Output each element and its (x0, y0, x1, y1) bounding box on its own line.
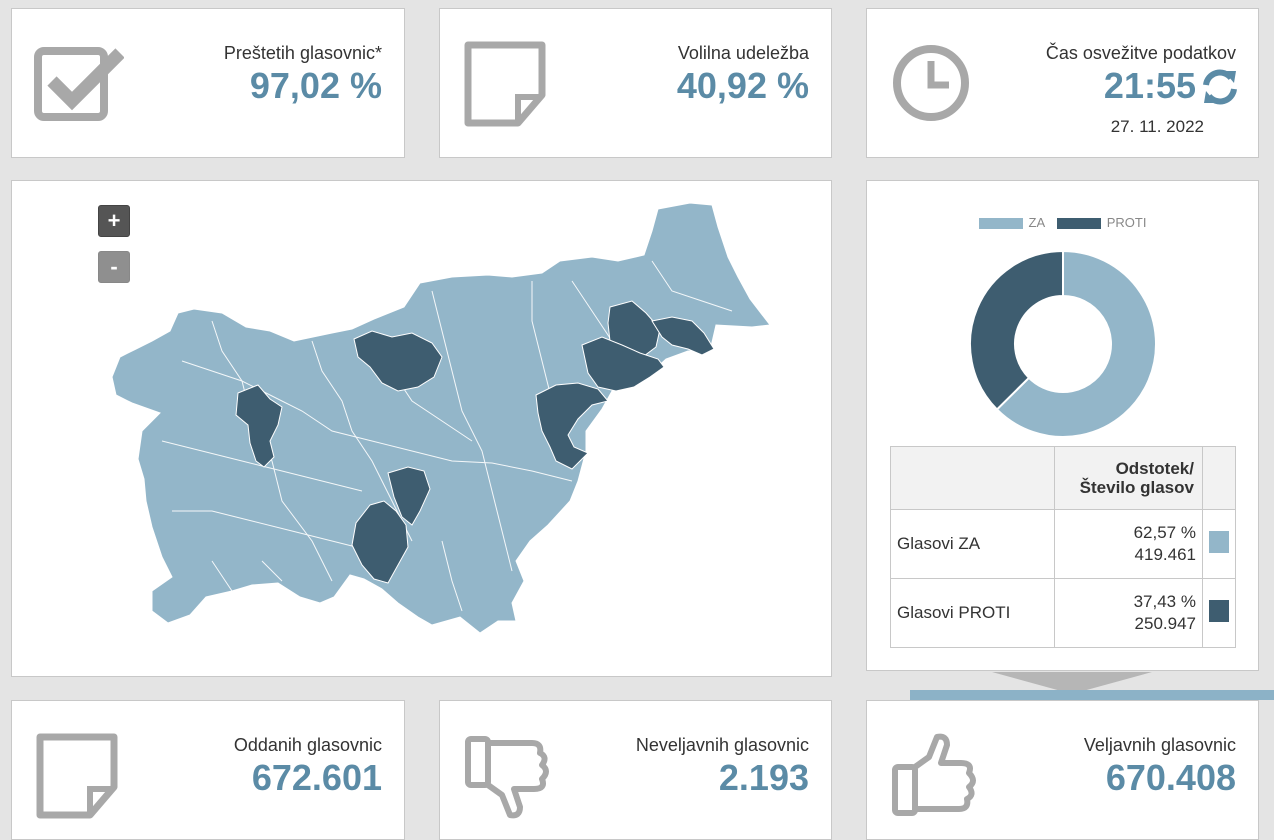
donut-chart (969, 249, 1157, 438)
table-row: Glasovi PROTI 37,43 % 250.947 (889, 578, 1237, 648)
legend-swatch-za (978, 218, 1023, 230)
legend-label-za: ZA (1028, 215, 1046, 230)
row-swatch-proti (1208, 599, 1229, 622)
table-header-color (1201, 446, 1237, 510)
ballot-paper-icon (36, 733, 118, 819)
municipality-proti (353, 330, 443, 392)
zoom-out-button[interactable]: - (98, 251, 130, 283)
valid-ballots-card: Veljavnih glasovnic 670.408 (866, 700, 1259, 840)
refresh-icon[interactable] (1200, 67, 1240, 107)
legend-item-za[interactable]: ZA (978, 215, 1046, 230)
country-shape[interactable] (111, 202, 771, 634)
valid-ballots-label: Veljavnih glasovnic (1083, 735, 1236, 755)
municipality-proti (235, 384, 283, 468)
donut-slice-proti[interactable] (969, 249, 1064, 411)
turnout-card: Volilna udeležba 40,92 % (439, 8, 832, 158)
legend-swatch-proti (1056, 218, 1101, 230)
table-header-empty (889, 446, 1056, 510)
thumbs-up-icon (892, 733, 976, 816)
checkbox-checked-icon (34, 47, 124, 121)
thumbs-down-icon (465, 736, 549, 819)
row-votes: 419.461 (1134, 545, 1196, 564)
refresh-time-value: 21:55 (1103, 65, 1196, 106)
results-table: Odstotek/ Število glasov Glasovi ZA 62,5… (889, 446, 1237, 648)
cast-ballots-label: Oddanih glasovnic (233, 735, 382, 755)
results-table-header: Odstotek/ Število glasov (889, 446, 1237, 510)
cast-ballots-value: 672.601 (251, 757, 382, 798)
municipality-proti (387, 466, 431, 526)
invalid-ballots-card: Neveljavnih glasovnic 2.193 (439, 700, 832, 840)
decorative-band (910, 690, 1274, 700)
chart-legend: ZA PROTI (867, 215, 1258, 230)
municipality-proti (351, 500, 409, 584)
table-header-percent-votes: Odstotek/ Število glasov (1054, 446, 1203, 510)
counted-ballots-label: Preštetih glasovnic* (223, 43, 382, 63)
row-swatch-za (1208, 530, 1229, 553)
header-line-1: Odstotek/ (1115, 459, 1194, 478)
ballot-paper-icon (464, 41, 546, 127)
row-values: 37,43 % 250.947 (1054, 578, 1203, 648)
valid-ballots-value: 670.408 (1105, 757, 1236, 798)
row-values: 62,57 % 419.461 (1054, 509, 1203, 579)
refresh-date: 27. 11. 2022 (1110, 117, 1204, 136)
cast-ballots-card: Oddanih glasovnic 672.601 (11, 700, 405, 840)
row-color-cell (1201, 509, 1237, 579)
invalid-ballots-value: 2.193 (718, 757, 809, 798)
invalid-ballots-label: Neveljavnih glasovnic (635, 735, 809, 755)
municipality-map[interactable] (12, 181, 833, 678)
clock-icon (893, 45, 969, 121)
refresh-time-label: Čas osvežitve podatkov (1045, 43, 1236, 63)
counted-ballots-card: Preštetih glasovnic* 97,02 % (11, 8, 405, 158)
counted-ballots-value: 97,02 % (249, 65, 382, 106)
proti-municipalities[interactable] (235, 300, 715, 584)
municipality-proti (651, 316, 715, 356)
legend-item-proti[interactable]: PROTI (1056, 215, 1147, 230)
table-row: Glasovi ZA 62,57 % 419.461 (889, 509, 1237, 579)
refresh-time-card: Čas osvežitve podatkov 21:55 27. 11. 202… (866, 8, 1259, 158)
row-percent: 37,43 % (1133, 592, 1196, 611)
row-label: Glasovi PROTI (889, 578, 1056, 648)
row-label: Glasovi ZA (889, 509, 1056, 579)
donut-slice-za[interactable] (995, 249, 1157, 438)
decorative-triangle (992, 672, 1152, 694)
legend-label-proti: PROTI (1106, 215, 1147, 230)
zoom-in-button[interactable]: + (98, 205, 130, 237)
row-percent: 62,57 % (1133, 523, 1196, 542)
header-line-2: Število glasov (1079, 478, 1194, 497)
municipality-borders (161, 260, 733, 612)
map-card: + - (11, 180, 832, 677)
municipality-proti (535, 382, 609, 470)
row-color-cell (1201, 578, 1237, 648)
row-votes: 250.947 (1134, 614, 1196, 633)
municipality-proti (581, 336, 665, 392)
results-chart-card: ZA PROTI Odstotek/ Število glasov Glasov… (866, 180, 1259, 671)
turnout-value: 40,92 % (676, 65, 809, 106)
turnout-label: Volilna udeležba (677, 43, 809, 63)
